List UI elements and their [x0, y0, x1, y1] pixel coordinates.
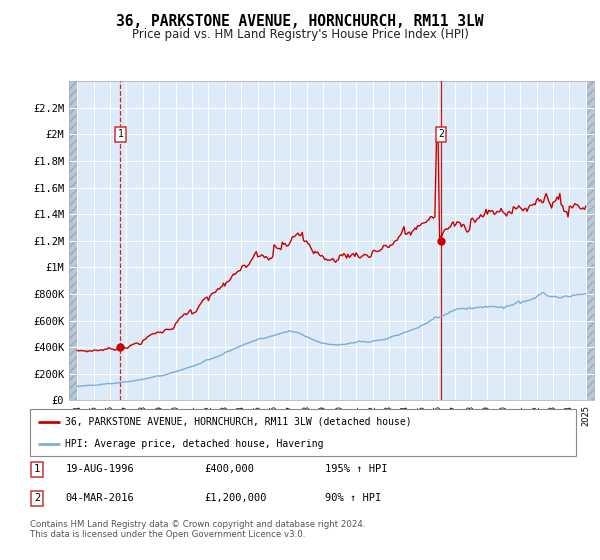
Bar [586, 81, 594, 400]
Text: 04-MAR-2016: 04-MAR-2016 [65, 493, 134, 503]
Text: 1: 1 [34, 464, 40, 474]
Text: 195% ↑ HPI: 195% ↑ HPI [325, 464, 388, 474]
Text: £1,200,000: £1,200,000 [205, 493, 267, 503]
Bar [69, 81, 77, 400]
Text: Contains HM Land Registry data © Crown copyright and database right 2024.
This d: Contains HM Land Registry data © Crown c… [30, 520, 365, 539]
Text: 90% ↑ HPI: 90% ↑ HPI [325, 493, 381, 503]
Text: 1: 1 [118, 129, 123, 139]
Text: HPI: Average price, detached house, Havering: HPI: Average price, detached house, Have… [65, 438, 324, 449]
Text: 19-AUG-1996: 19-AUG-1996 [65, 464, 134, 474]
FancyBboxPatch shape [30, 409, 576, 456]
Text: 2: 2 [34, 493, 40, 503]
Text: 36, PARKSTONE AVENUE, HORNCHURCH, RM11 3LW: 36, PARKSTONE AVENUE, HORNCHURCH, RM11 3… [116, 14, 484, 29]
Text: 36, PARKSTONE AVENUE, HORNCHURCH, RM11 3LW (detached house): 36, PARKSTONE AVENUE, HORNCHURCH, RM11 3… [65, 417, 412, 427]
Text: Price paid vs. HM Land Registry's House Price Index (HPI): Price paid vs. HM Land Registry's House … [131, 28, 469, 41]
Text: £400,000: £400,000 [205, 464, 255, 474]
Text: 2: 2 [438, 129, 444, 139]
